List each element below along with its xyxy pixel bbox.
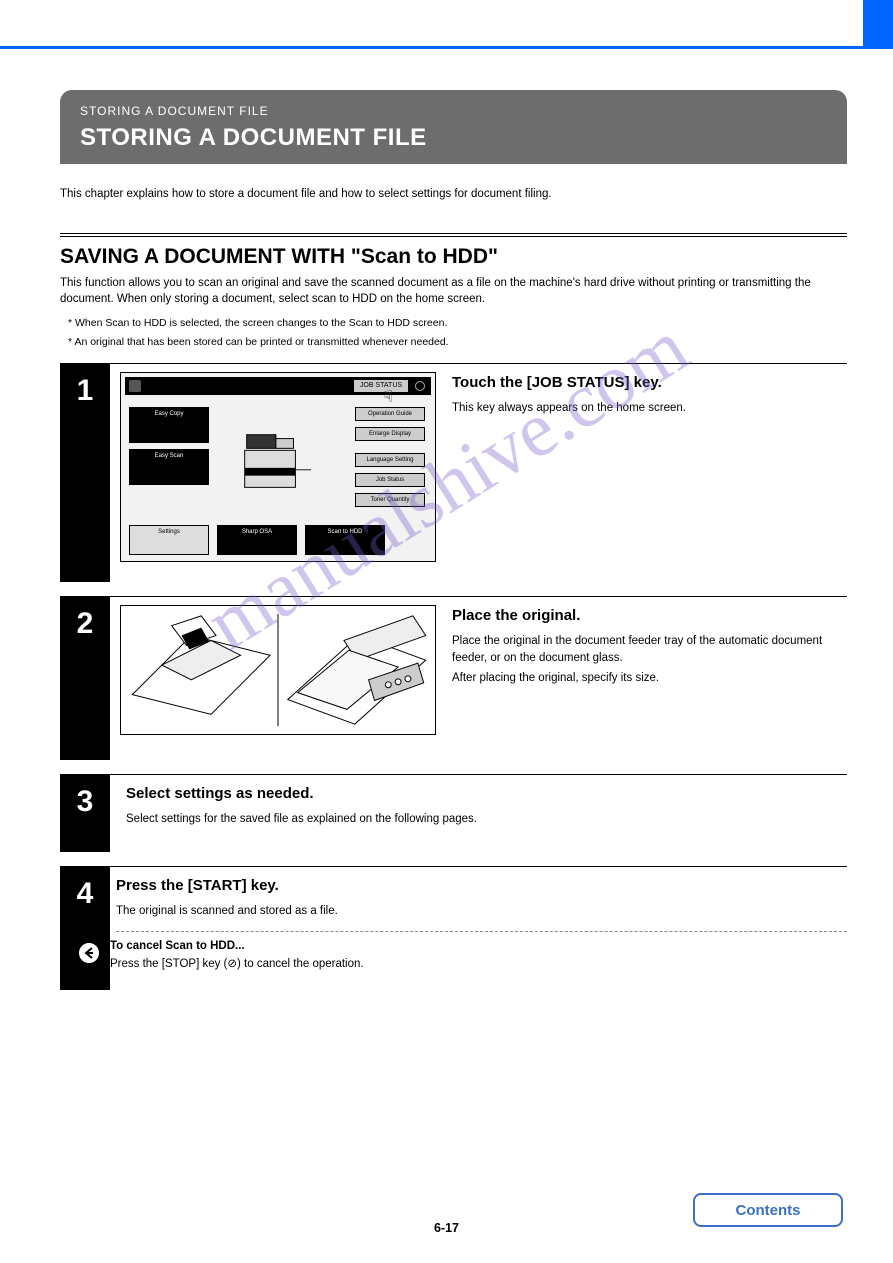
step4-body: The original is scanned and stored as a … (116, 903, 847, 920)
tile-sharp-osa[interactable]: Sharp OSA (217, 525, 297, 555)
step-number: 3 (60, 775, 110, 851)
page-number: 6-17 (0, 1221, 893, 1235)
cancel-body: Press the [STOP] key (⊘) to cancel the o… (110, 956, 364, 970)
step-2: 2 (60, 596, 847, 760)
double-rule (60, 233, 847, 237)
tile-scan-hdd[interactable]: Scan to HDD (305, 525, 385, 555)
section-header: STORING A DOCUMENT FILE STORING A DOCUME… (60, 90, 847, 164)
section-kicker: STORING A DOCUMENT FILE (80, 104, 827, 118)
dashed-divider (116, 931, 847, 932)
side-language[interactable]: Language Setting (355, 453, 425, 467)
place-original-illustration (120, 605, 436, 735)
contents-label: Contents (736, 1202, 801, 1219)
note-2: An original that has been stored can be … (68, 335, 847, 350)
step-number: 2 (60, 597, 110, 760)
page-heading: SAVING A DOCUMENT WITH "Scan to HDD" (60, 245, 847, 269)
step2-heading: Place the original. (452, 605, 847, 627)
tile-settings[interactable]: Settings (129, 525, 209, 555)
body-paragraph: This function allows you to scan an orig… (60, 275, 847, 308)
job-status-button[interactable]: JOB STATUS (353, 379, 409, 393)
step1-body: This key always appears on the home scre… (452, 400, 847, 417)
back-icon (76, 940, 102, 966)
step4-heading: Press the [START] key. (116, 875, 847, 897)
step3-heading: Select settings as needed. (126, 783, 847, 805)
step-4: 4 Press the [START] key. The original is… (60, 866, 847, 990)
note-1: When Scan to HDD is selected, the screen… (68, 316, 847, 331)
step-3: 3 Select settings as needed. Select sett… (60, 774, 847, 851)
tile-easy-copy[interactable]: Easy Copy (129, 407, 209, 443)
step-1: 1 JOB STATUS ☟ Easy Copy Easy Scan Setti… (60, 363, 847, 582)
section-title: STORING A DOCUMENT FILE (80, 124, 827, 152)
top-corner-tab (863, 0, 893, 48)
top-rule (0, 46, 893, 49)
side-enlarge[interactable]: Enlarge Display (355, 427, 425, 441)
step2-body1: Place the original in the document feede… (452, 633, 847, 666)
home-icon (129, 380, 141, 392)
side-guide[interactable]: Operation Guide (355, 407, 425, 421)
tile-easy-scan[interactable]: Easy Scan (129, 449, 209, 485)
step-number: 4 (60, 867, 110, 990)
cancel-heading: To cancel Scan to HDD... (110, 940, 364, 952)
touchscreen-mock: JOB STATUS ☟ Easy Copy Easy Scan Setting… (120, 372, 436, 562)
step3-body: Select settings for the saved file as ex… (126, 811, 847, 828)
printer-icon (233, 423, 311, 501)
side-toner[interactable]: Toner Quantity (355, 493, 425, 507)
step-number: 1 (60, 364, 110, 582)
step2-body2: After placing the original, specify its … (452, 670, 847, 687)
page-body: STORING A DOCUMENT FILE STORING A DOCUME… (60, 90, 847, 990)
intro-paragraph: This chapter explains how to store a doc… (60, 186, 847, 203)
side-jobstatus[interactable]: Job Status (355, 473, 425, 487)
step1-heading: Touch the [JOB STATUS] key. (452, 372, 847, 394)
